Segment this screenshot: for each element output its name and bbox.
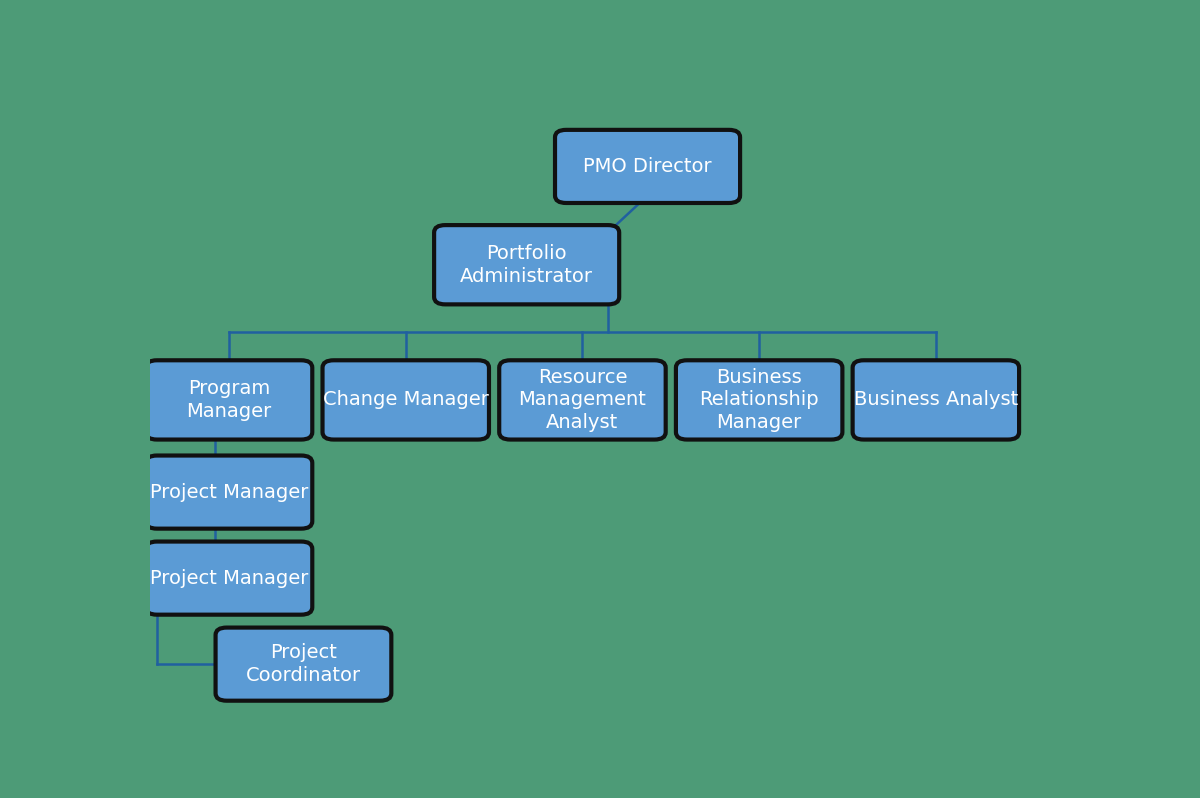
Text: Project
Coordinator: Project Coordinator — [246, 643, 361, 685]
Text: Change Manager: Change Manager — [323, 390, 488, 409]
FancyBboxPatch shape — [216, 627, 391, 701]
Text: Business Analyst: Business Analyst — [853, 390, 1018, 409]
Text: Project Manager: Project Manager — [150, 483, 308, 502]
Text: Program
Manager: Program Manager — [186, 379, 271, 421]
FancyBboxPatch shape — [146, 456, 312, 528]
FancyBboxPatch shape — [676, 360, 842, 440]
Text: Business
Relationship
Manager: Business Relationship Manager — [700, 368, 818, 433]
FancyBboxPatch shape — [853, 360, 1019, 440]
FancyBboxPatch shape — [499, 360, 666, 440]
Text: Resource
Management
Analyst: Resource Management Analyst — [518, 368, 647, 433]
FancyBboxPatch shape — [146, 360, 312, 440]
Text: Project Manager: Project Manager — [150, 569, 308, 587]
Text: Portfolio
Administrator: Portfolio Administrator — [460, 244, 593, 286]
FancyBboxPatch shape — [323, 360, 488, 440]
FancyBboxPatch shape — [556, 130, 740, 203]
FancyBboxPatch shape — [434, 225, 619, 304]
Text: PMO Director: PMO Director — [583, 157, 712, 176]
FancyBboxPatch shape — [146, 542, 312, 614]
